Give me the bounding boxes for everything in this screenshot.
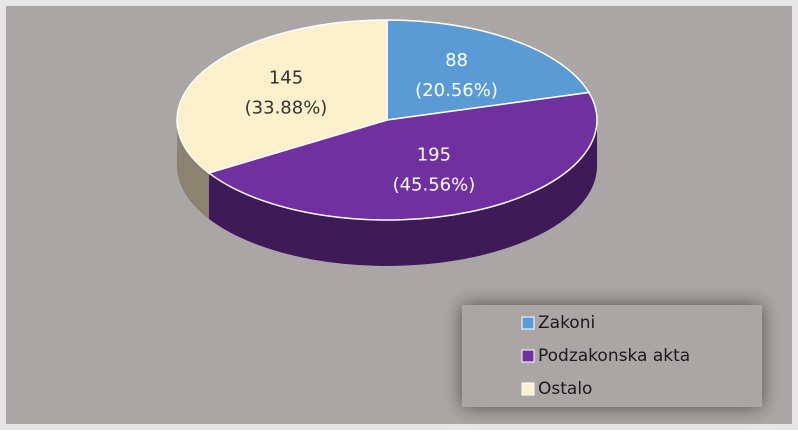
- legend-swatch: [521, 316, 535, 330]
- slice: [176, 19, 388, 174]
- slice: [386, 19, 591, 121]
- legend-label: Zakoni: [538, 313, 595, 333]
- legend-swatch: [521, 382, 535, 396]
- legend-label: Ostalo: [538, 379, 592, 399]
- slice-side: [177, 120, 209, 219]
- percent-label: (20.56%): [415, 80, 498, 101]
- data-label: 195: [417, 144, 451, 165]
- data-label: 88: [445, 50, 468, 71]
- percent-label: (45.56%): [393, 174, 476, 195]
- slice-side: [208, 120, 597, 267]
- legend-label: Podzakonska akta: [538, 346, 690, 366]
- legend-box: [462, 305, 762, 407]
- data-label: 145: [269, 67, 303, 88]
- slice: [207, 91, 598, 221]
- legend-swatch: [521, 349, 535, 363]
- percent-label: (33.88%): [245, 97, 328, 118]
